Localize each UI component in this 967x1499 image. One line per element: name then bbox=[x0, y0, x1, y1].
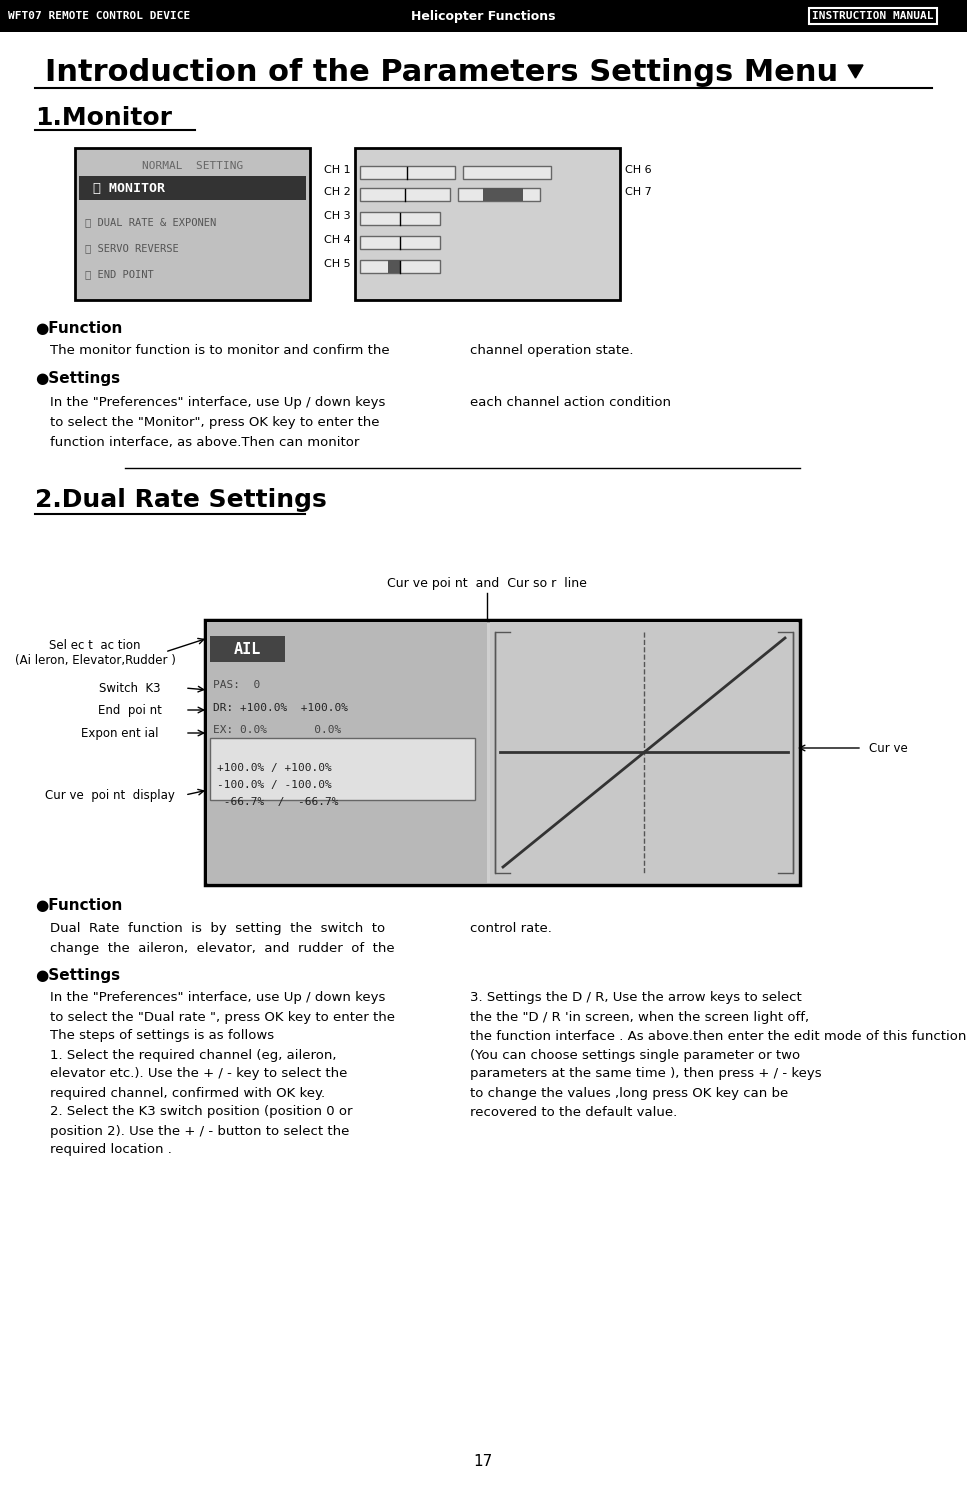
Bar bbox=[360, 187, 450, 201]
Text: Cur ve poi nt  and  Cur so r  line: Cur ve poi nt and Cur so r line bbox=[387, 577, 587, 589]
Bar bbox=[205, 621, 800, 884]
Text: to change the values ,long press OK key can be: to change the values ,long press OK key … bbox=[470, 1087, 788, 1099]
Bar bbox=[79, 175, 306, 199]
Text: CH 7: CH 7 bbox=[625, 187, 652, 196]
Bar bbox=[360, 235, 440, 249]
Text: ●Function: ●Function bbox=[35, 898, 123, 913]
Text: required channel, confirmed with OK key.: required channel, confirmed with OK key. bbox=[50, 1087, 325, 1099]
Text: PAS:  0: PAS: 0 bbox=[213, 681, 260, 690]
Text: AIL: AIL bbox=[233, 642, 261, 657]
Text: In the "Preferences" interface, use Up / down keys: In the "Preferences" interface, use Up /… bbox=[50, 991, 386, 1004]
Bar bbox=[360, 259, 440, 273]
Text: control rate.: control rate. bbox=[470, 922, 552, 934]
Text: (You can choose settings single parameter or two: (You can choose settings single paramete… bbox=[470, 1048, 800, 1061]
Bar bbox=[210, 636, 285, 663]
Text: the the "D / R 'in screen, when the screen light off,: the the "D / R 'in screen, when the scre… bbox=[470, 1010, 809, 1024]
Bar bbox=[388, 259, 400, 273]
Text: to select the "Dual rate ", press OK key to enter the: to select the "Dual rate ", press OK key… bbox=[50, 1010, 395, 1024]
Text: 2. Select the K3 switch position (position 0 or: 2. Select the K3 switch position (positi… bbox=[50, 1105, 353, 1118]
Text: WFT07 REMOTE CONTROL DEVICE: WFT07 REMOTE CONTROL DEVICE bbox=[8, 10, 190, 21]
Text: Helicopter Functions: Helicopter Functions bbox=[411, 9, 555, 22]
Text: End  poi nt: End poi nt bbox=[98, 703, 161, 717]
Bar bbox=[0, 0, 967, 31]
Text: change  the  aileron,  elevator,  and  rudder  of  the: change the aileron, elevator, and rudder… bbox=[50, 941, 395, 955]
Bar bbox=[75, 148, 310, 300]
Text: Cur ve: Cur ve bbox=[868, 742, 907, 754]
Text: required location .: required location . bbox=[50, 1144, 172, 1157]
Text: Dual  Rate  function  is  by  setting  the  switch  to: Dual Rate function is by setting the swi… bbox=[50, 922, 385, 934]
Text: Sel ec t  ac tion: Sel ec t ac tion bbox=[49, 639, 141, 652]
Text: 1.Monitor: 1.Monitor bbox=[35, 106, 172, 130]
Text: position 2). Use the + / - button to select the: position 2). Use the + / - button to sel… bbox=[50, 1124, 349, 1138]
Text: ② DUAL RATE & EXPONEN: ② DUAL RATE & EXPONEN bbox=[85, 217, 217, 226]
Text: 1. Select the required channel (eg, aileron,: 1. Select the required channel (eg, aile… bbox=[50, 1048, 337, 1061]
Bar bbox=[207, 622, 487, 883]
Text: parameters at the same time ), then press + / - keys: parameters at the same time ), then pres… bbox=[470, 1067, 822, 1081]
Text: In the "Preferences" interface, use Up / down keys: In the "Preferences" interface, use Up /… bbox=[50, 396, 386, 409]
Bar bbox=[463, 166, 551, 178]
Bar bbox=[360, 166, 455, 178]
Text: ●Settings: ●Settings bbox=[35, 370, 120, 385]
Bar bbox=[458, 187, 540, 201]
Text: CH 3: CH 3 bbox=[324, 211, 351, 220]
Text: to select the "Monitor", press OK key to enter the: to select the "Monitor", press OK key to… bbox=[50, 415, 379, 429]
Text: CH 2: CH 2 bbox=[324, 187, 351, 196]
Text: CH 1: CH 1 bbox=[324, 165, 351, 175]
Text: the function interface . As above.then enter the edit mode of this function.: the function interface . As above.then e… bbox=[470, 1030, 967, 1042]
Text: (Ai leron, Elevator,Rudder ): (Ai leron, Elevator,Rudder ) bbox=[15, 654, 175, 667]
Bar bbox=[483, 187, 523, 201]
Text: ●Function: ●Function bbox=[35, 321, 123, 336]
Text: elevator etc.). Use the + / - key to select the: elevator etc.). Use the + / - key to sel… bbox=[50, 1067, 347, 1081]
Text: ① MONITOR: ① MONITOR bbox=[93, 181, 165, 195]
Text: CH 4: CH 4 bbox=[324, 235, 351, 244]
Bar bbox=[360, 211, 440, 225]
Text: CH 5: CH 5 bbox=[324, 259, 351, 268]
Text: channel operation state.: channel operation state. bbox=[470, 343, 633, 357]
Text: INSTRUCTION MANUAL: INSTRUCTION MANUAL bbox=[812, 10, 934, 21]
Text: ●Settings: ●Settings bbox=[35, 967, 120, 982]
Text: Introduction of the Parameters Settings Menu: Introduction of the Parameters Settings … bbox=[45, 57, 838, 87]
Text: ④ END POINT: ④ END POINT bbox=[85, 268, 154, 279]
Text: NORMAL  SETTING: NORMAL SETTING bbox=[142, 160, 243, 171]
Text: 2.Dual Rate Settings: 2.Dual Rate Settings bbox=[35, 489, 327, 513]
Text: ③ SERVO REVERSE: ③ SERVO REVERSE bbox=[85, 243, 179, 253]
Bar bbox=[355, 148, 620, 300]
Bar bbox=[210, 738, 475, 800]
Text: EX: 0.0%       0.0%: EX: 0.0% 0.0% bbox=[213, 726, 341, 735]
Text: Expon ent ial: Expon ent ial bbox=[81, 727, 159, 739]
Text: -66.7%  /  -66.7%: -66.7% / -66.7% bbox=[217, 797, 338, 806]
Text: The steps of settings is as follows: The steps of settings is as follows bbox=[50, 1030, 274, 1042]
Text: 3. Settings the D / R, Use the arrow keys to select: 3. Settings the D / R, Use the arrow key… bbox=[470, 991, 802, 1004]
Polygon shape bbox=[848, 64, 863, 78]
Text: CH 6: CH 6 bbox=[625, 165, 652, 175]
Text: recovered to the default value.: recovered to the default value. bbox=[470, 1105, 677, 1118]
Text: each channel action condition: each channel action condition bbox=[470, 396, 671, 409]
Text: Switch  K3: Switch K3 bbox=[100, 682, 161, 694]
Bar bbox=[490, 622, 798, 883]
Text: +100.0% / +100.0%: +100.0% / +100.0% bbox=[217, 763, 332, 773]
Text: -100.0% / -100.0%: -100.0% / -100.0% bbox=[217, 779, 332, 790]
Text: DR: +100.0%  +100.0%: DR: +100.0% +100.0% bbox=[213, 703, 348, 714]
Text: Cur ve  poi nt  display: Cur ve poi nt display bbox=[45, 788, 175, 802]
Text: 17: 17 bbox=[474, 1454, 492, 1469]
Text: The monitor function is to monitor and confirm the: The monitor function is to monitor and c… bbox=[50, 343, 390, 357]
Text: function interface, as above.Then can monitor: function interface, as above.Then can mo… bbox=[50, 436, 360, 448]
